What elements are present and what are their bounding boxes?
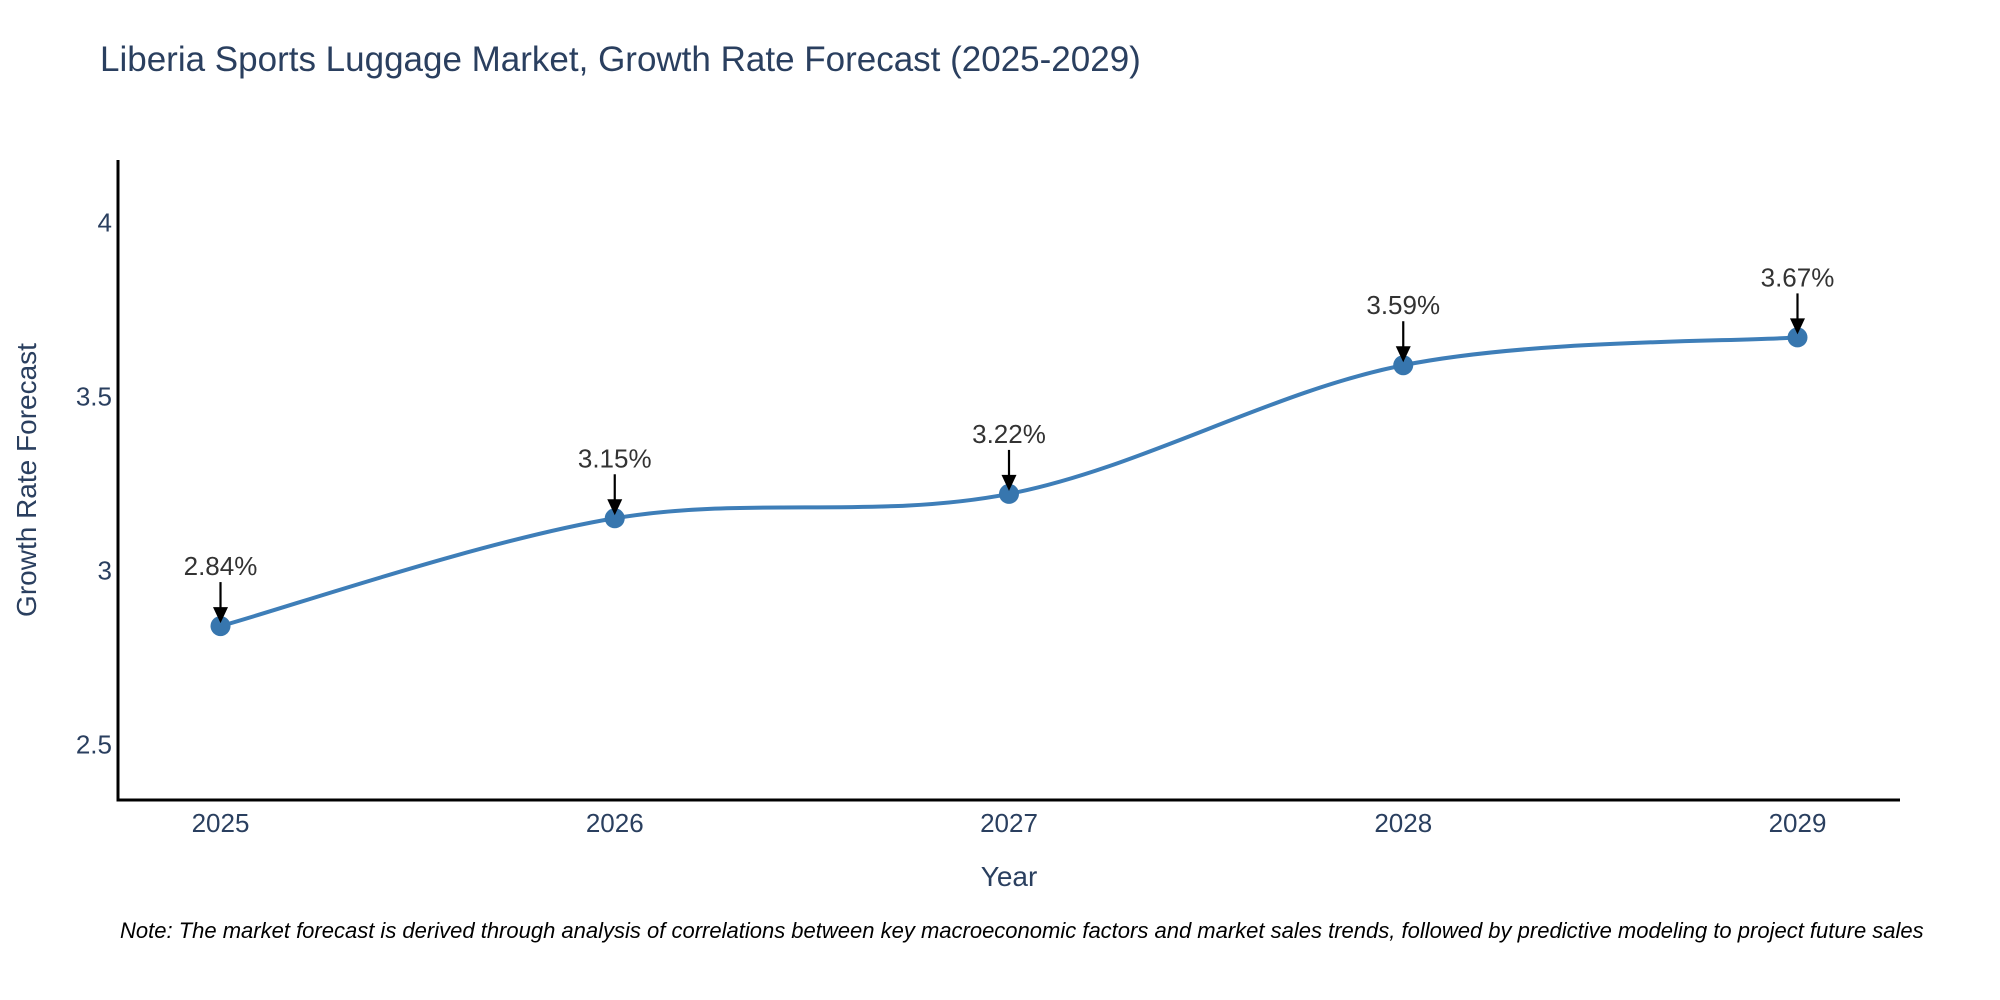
y-tick-label-4: 4 [98,208,112,238]
data-point-2029 [1787,327,1808,348]
footnote: Note: The market forecast is derived thr… [120,918,1924,943]
annotation-label-2027: 3.22% [972,419,1046,449]
annotation-label-2028: 3.59% [1366,290,1440,320]
annotation-label-2026: 3.15% [578,443,652,473]
data-point-2026 [604,508,625,529]
annotation-arrowhead-2027 [1001,474,1017,491]
annotation-label-2029: 3.67% [1761,262,1835,292]
annotation-label-2025: 2.84% [184,551,258,581]
annotation-arrowhead-2029 [1789,318,1805,335]
x-tick-label-2027: 2027 [980,808,1038,838]
x-tick-label-2029: 2029 [1769,808,1827,838]
data-point-2025 [210,616,231,637]
x-tick-label-2026: 2026 [586,808,644,838]
annotation-arrowhead-2028 [1395,346,1411,363]
x-axis-title: Year [980,861,1038,892]
annotation-arrowhead-2026 [607,499,623,516]
x-tick-label-2025: 2025 [192,808,250,838]
data-point-2028 [1393,355,1414,376]
y-tick-label-2.5: 2.5 [76,729,112,759]
annotation-arrowhead-2025 [213,607,229,624]
chart-title: Liberia Sports Luggage Market, Growth Ra… [100,40,1141,79]
y-axis-title: Growth Rate Forecast [11,343,42,617]
data-point-2027 [999,483,1019,504]
x-tick-label-2028: 2028 [1374,808,1432,838]
y-tick-label-3.5: 3.5 [76,382,112,412]
y-tick-label-3: 3 [98,555,112,585]
